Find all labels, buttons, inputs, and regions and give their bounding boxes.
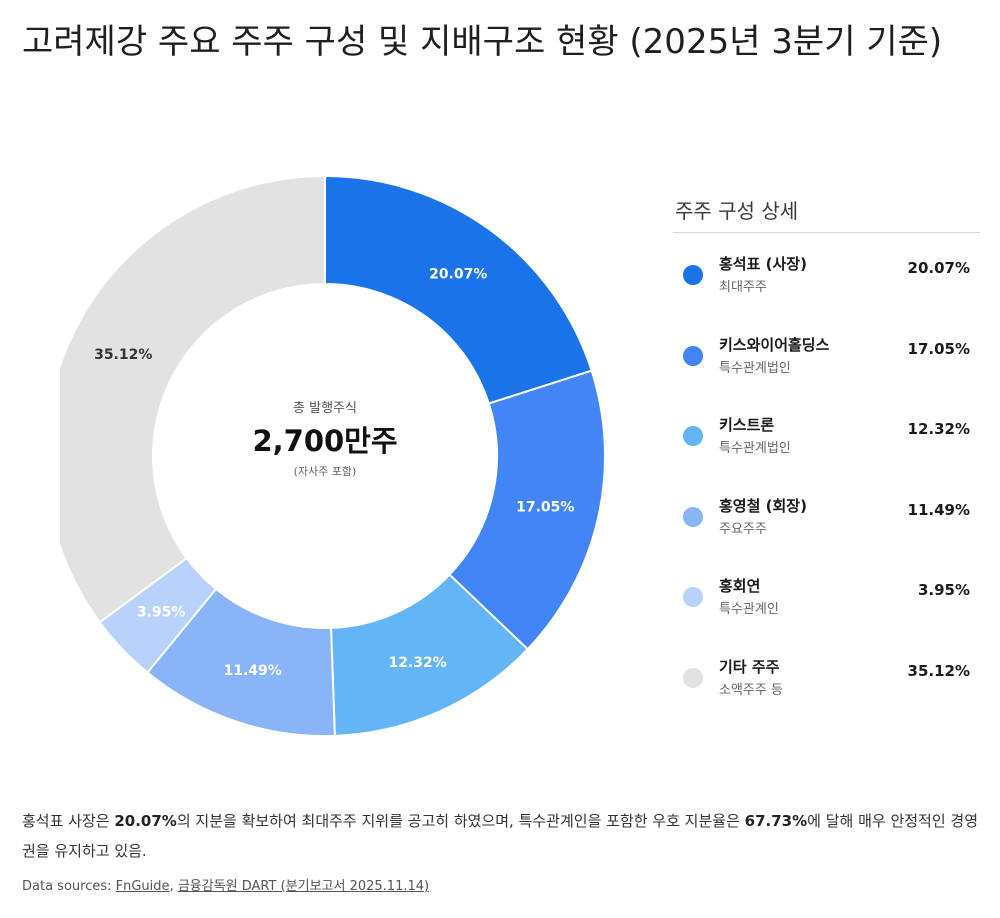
legend-name: 키스트론 — [719, 416, 775, 434]
legend-subtitle: 특수관계인 — [719, 602, 779, 617]
legend-percent: 35.12% — [907, 661, 970, 680]
legend-name: 홍회연 — [719, 577, 761, 595]
slice-value-label: 11.49% — [224, 663, 282, 679]
legend-subtitle: 특수관계법인 — [719, 441, 791, 456]
summary-part: 홍석표 사장은 — [22, 812, 115, 830]
legend-name: 홍석표 (사장) — [719, 255, 807, 273]
center-value: 2,700만주 — [252, 424, 398, 458]
legend-name: 기타 주주 — [719, 657, 780, 676]
slice-value-label: 35.12% — [94, 347, 152, 363]
data-sources: Data sources: FnGuide, 금융감독원 DART (분기보고서… — [22, 875, 429, 894]
summary-text: 홍석표 사장은 20.07%의 지분을 확보하여 최대주주 지위를 공고히 하였… — [22, 806, 982, 866]
legend-subtitle: 소액주주 등 — [719, 682, 783, 698]
sources-prefix: Data sources: — [22, 879, 116, 894]
legend-subtitle: 최대주주 — [719, 280, 767, 295]
legend-subtitle: 특수관계법인 — [719, 360, 791, 376]
legend-title: 주주 구성 상세 — [675, 199, 799, 223]
legend-swatch — [683, 265, 703, 285]
slice-value-label: 17.05% — [516, 500, 574, 516]
donut-center: 총 발행주식 2,700만주 (자사주 포함) — [205, 400, 445, 480]
legend-swatch — [683, 345, 703, 366]
donut-chart: 20.07% 17.05% 12.32% 11.49% 3.95% 35.12% — [60, 176, 606, 737]
legend-percent: 3.95% — [917, 581, 970, 599]
legend-name: 홍영철 (회장) — [719, 496, 807, 515]
sources-separator: , — [169, 879, 178, 894]
legend-swatch — [683, 506, 703, 527]
slice-value-label: 3.95% — [137, 605, 186, 621]
legend-name: 키스와이어홀딩스 — [719, 335, 830, 354]
legend-subtitle: 주요주주 — [719, 521, 767, 537]
legend-percent: 17.05% — [907, 339, 970, 358]
legend-percent: 12.32% — [907, 420, 970, 438]
donut-slice — [448, 369, 606, 651]
page-title: 고려제강 주요 주주 구성 및 지배구조 현황 (2025년 3분기 기준) — [22, 22, 943, 62]
summary-highlight: 20.07% — [114, 812, 177, 830]
legend-swatch — [683, 426, 703, 446]
legend-percent: 11.49% — [907, 500, 970, 519]
legend-item: 홍석표 (사장) 최대주주 20.07% — [673, 247, 980, 328]
legend-percent: 20.07% — [907, 259, 970, 277]
summary-part: 에 달해 매우 안정적인 경영권을 유지하고 있음. — [22, 812, 979, 860]
center-note: (자사주 포함) — [293, 465, 357, 478]
slice-value-label: 12.32% — [388, 655, 446, 671]
slice-value-label: 20.07% — [429, 266, 487, 282]
source-link-dart[interactable]: 금융감독원 DART (분기보고서 2025.11.14) — [177, 879, 430, 894]
legend-divider — [673, 232, 980, 233]
source-link-fnguide[interactable]: FnGuide — [115, 879, 170, 894]
summary-highlight: 67.73% — [744, 812, 808, 830]
legend-swatch — [683, 587, 703, 607]
center-label: 총 발행주식 — [293, 401, 357, 416]
donut-slice — [60, 176, 326, 624]
legend-item: 홍영철 (회장) 주요주주 11.49% — [673, 489, 980, 570]
summary-part: 의 지분을 확보하여 최대주주 지위를 공고히 하였으며, 특수관계인을 포함한… — [176, 812, 745, 830]
legend-swatch — [683, 667, 703, 688]
donut-slice — [324, 176, 593, 405]
